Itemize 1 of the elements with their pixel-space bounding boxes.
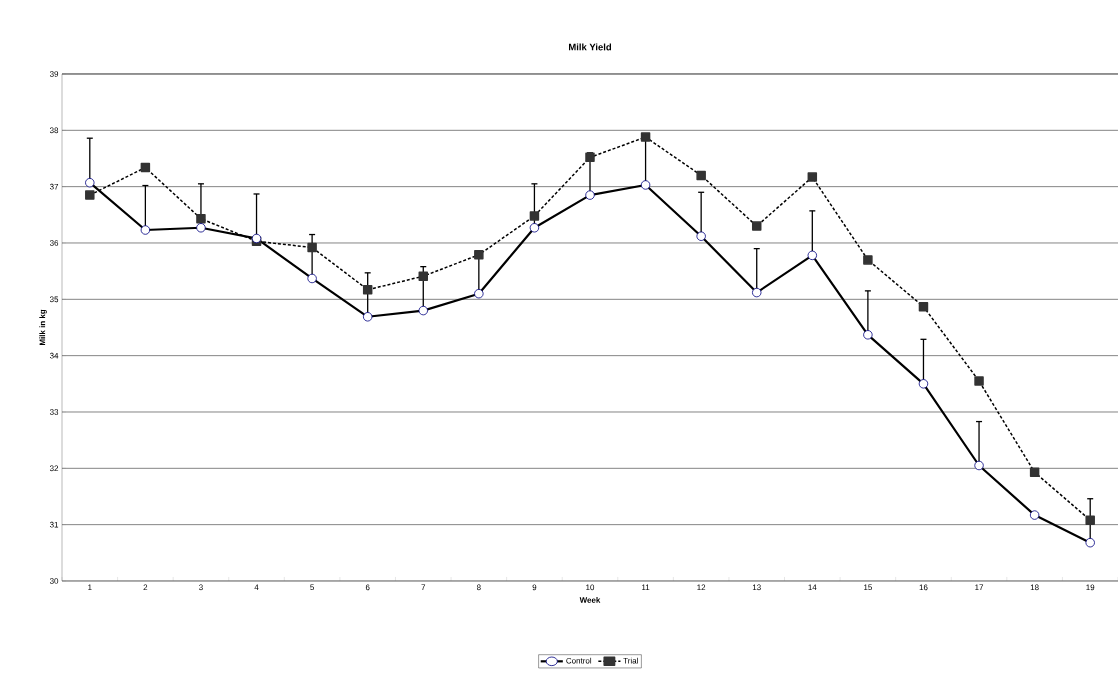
chart-title: Milk Yield [569, 43, 612, 51]
